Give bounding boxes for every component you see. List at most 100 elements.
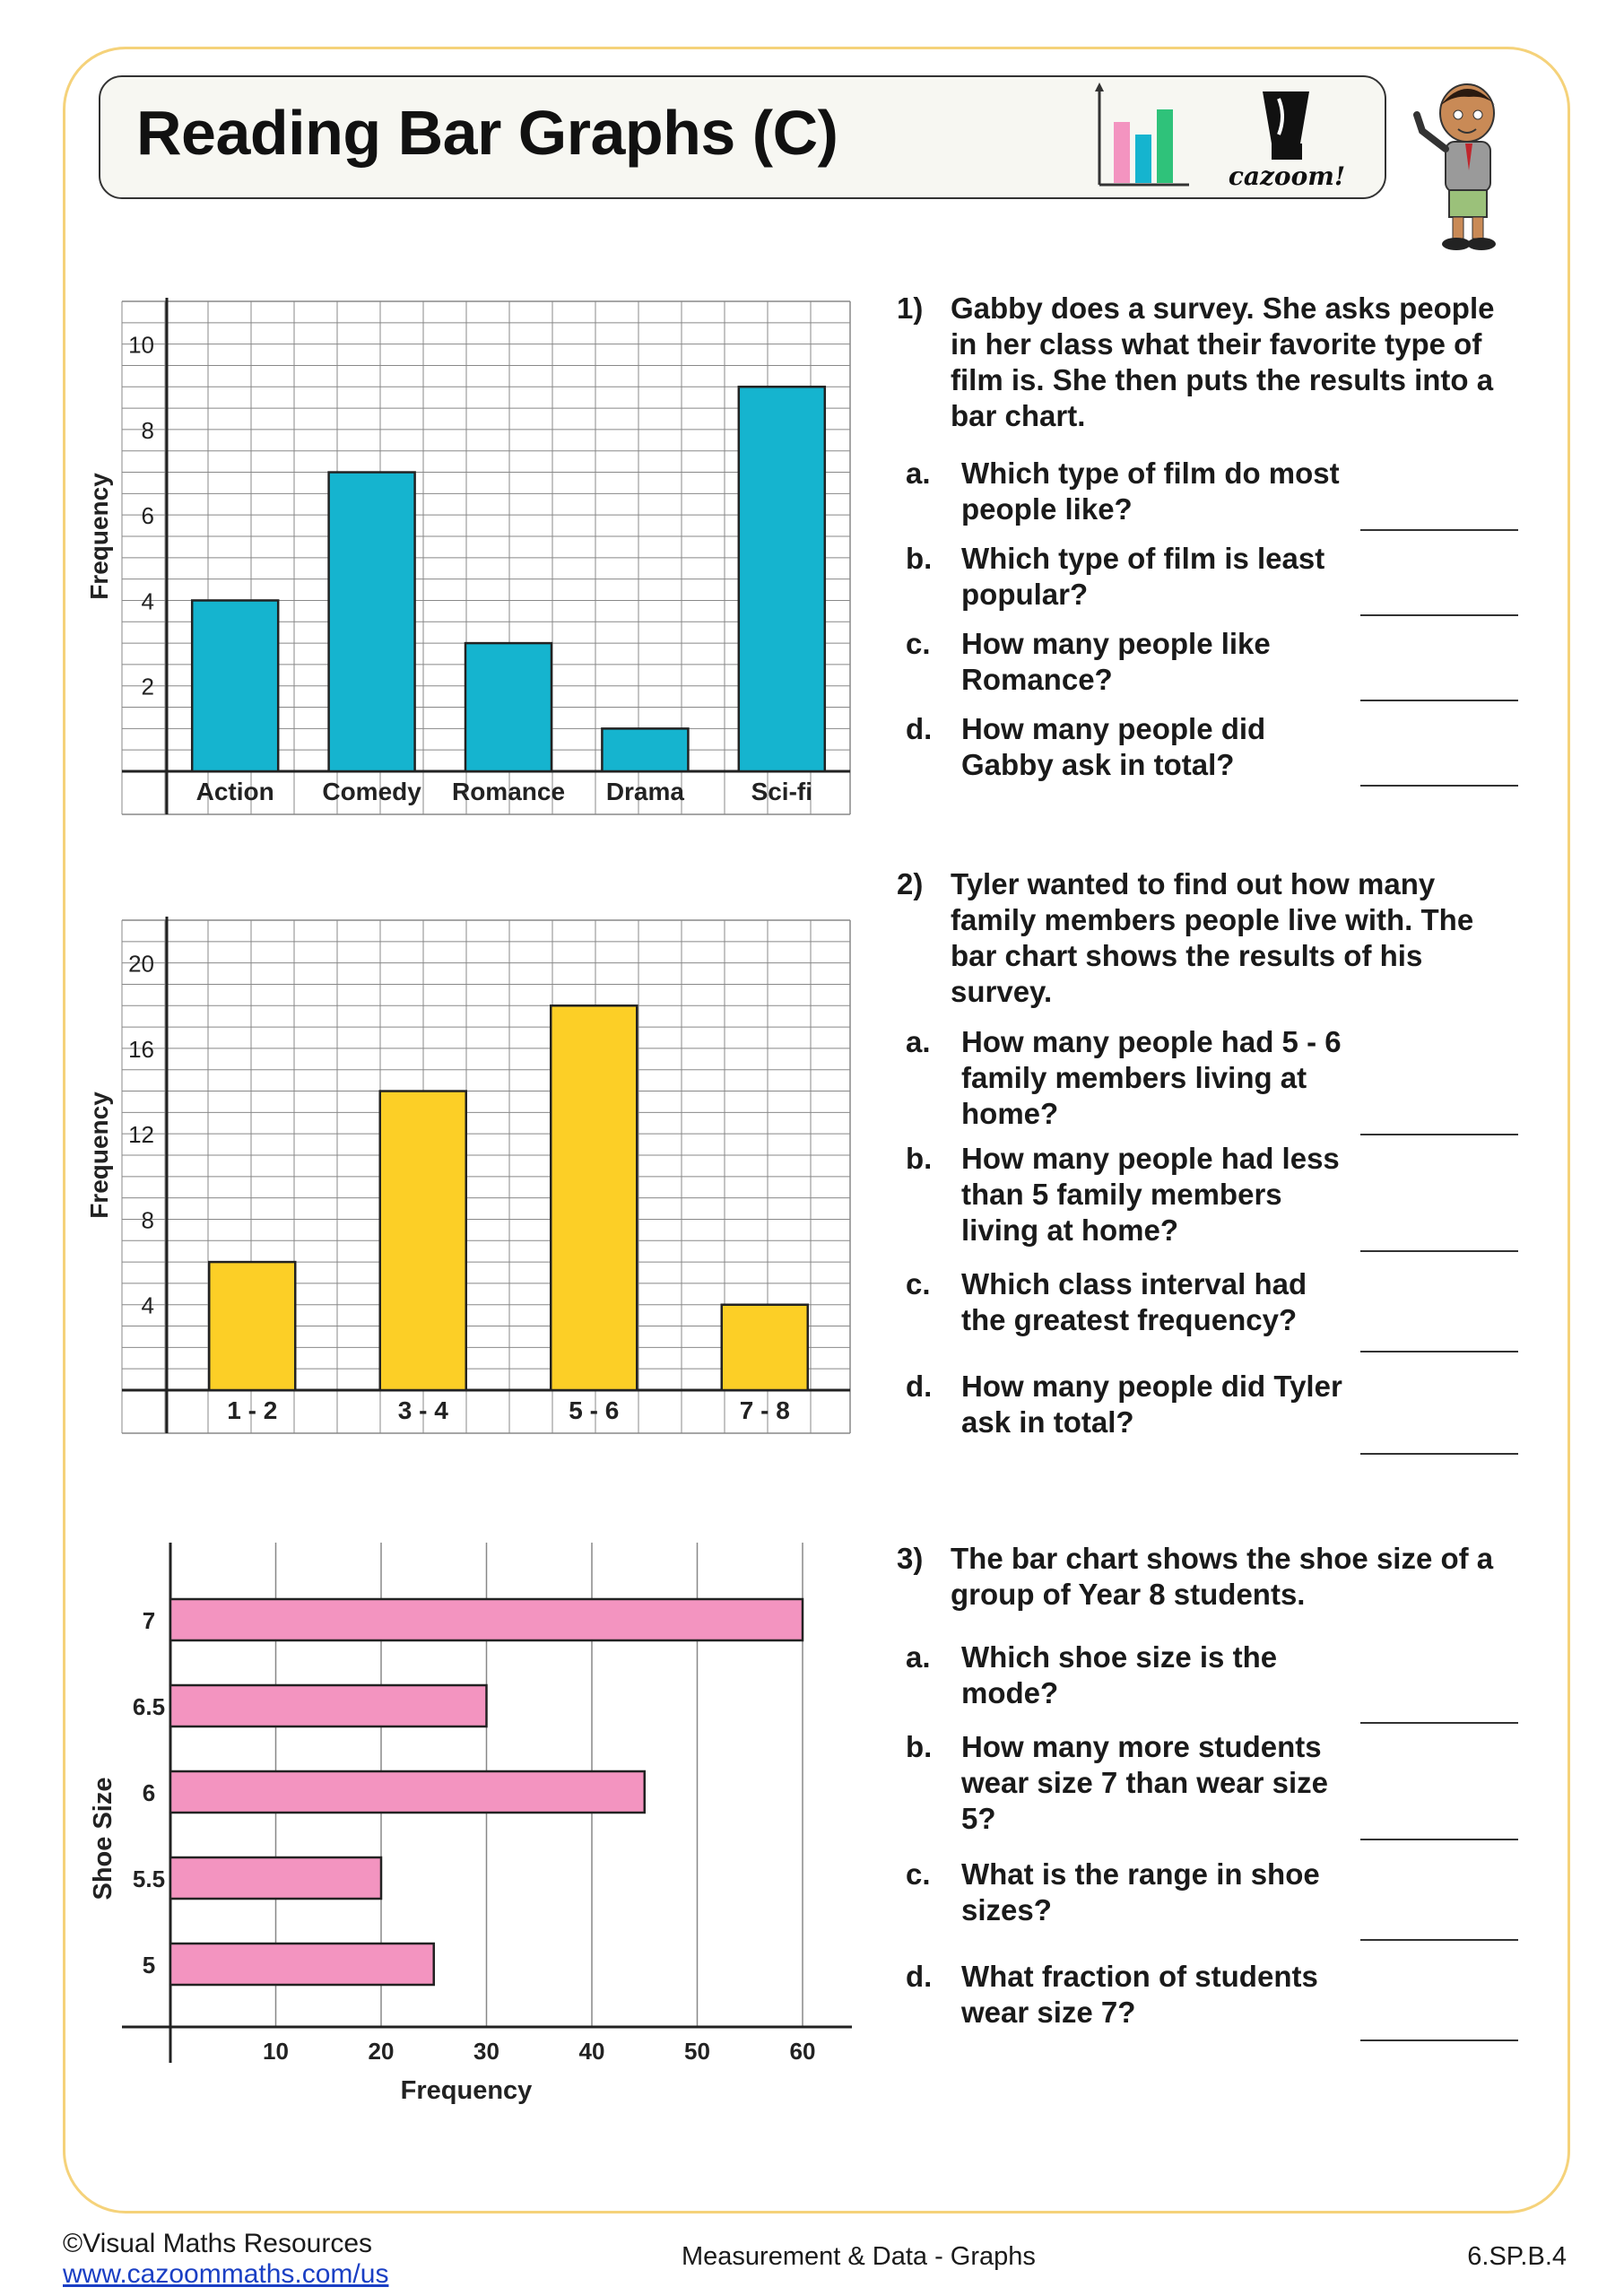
footer-standard-code: 6.SP.B.4: [1467, 2242, 1567, 2271]
part-text: What is the range in shoe sizes?: [961, 1857, 1320, 1926]
part-text: Which class interval had the greatest fr…: [961, 1267, 1307, 1336]
bar: [550, 1004, 638, 1392]
part-letter: a.: [906, 1025, 931, 1058]
mascot-illustration: [1413, 83, 1496, 250]
page-border: [63, 47, 1570, 2213]
part-text: Which type of film is least popular?: [961, 542, 1325, 611]
shoe-size-bar-chart: 10 20 30 40 50 60 Frequency Shoe Size 5 5.5 6 6.5 7: [89, 1543, 852, 2105]
category-label: 3 - 4: [398, 1396, 448, 1424]
y-tick-label: 12: [128, 1121, 154, 1148]
answer-line-1b[interactable]: [1360, 614, 1518, 616]
category-label: 5: [143, 1952, 155, 1979]
y-tick-label: 20: [128, 951, 154, 978]
bar: [378, 1090, 467, 1392]
part-letter: c.: [906, 627, 931, 660]
x-tick-label: 30: [473, 2038, 499, 2065]
part-letter: c.: [906, 1267, 931, 1300]
question-text: Gabby does a survey. She asks people in …: [951, 291, 1495, 432]
family-bar-chart: 4 8 12 16 20 Frequency 1 - 2 3 - 4 5 - 6 7 - 8: [85, 917, 851, 1434]
part-letter: a.: [906, 1640, 931, 1674]
part-letter: d.: [906, 1370, 933, 1403]
x-tick-label: 20: [369, 2038, 395, 2065]
y-tick-label: 8: [142, 1206, 154, 1233]
question-text: The bar chart shows the shoe size of a g…: [951, 1542, 1494, 1611]
part-text: What fraction of students wear size 7?: [961, 1960, 1318, 2029]
answer-line-2c[interactable]: [1360, 1351, 1518, 1352]
x-axis-label: Frequency: [401, 2076, 533, 2105]
part-text: How many people did Gabby ask in total?: [961, 712, 1266, 781]
part-letter: a.: [906, 457, 931, 490]
category-label: 1 - 2: [227, 1396, 277, 1424]
answer-line-3c[interactable]: [1360, 1939, 1518, 1941]
bar: [601, 727, 690, 773]
y-tick-label: 2: [142, 674, 154, 700]
answer-line-3b[interactable]: [1360, 1839, 1518, 1840]
bar: [208, 1260, 297, 1392]
footer-url-link[interactable]: www.cazoommaths.com/us: [63, 2259, 389, 2289]
footer-subject: Measurement & Data - Graphs: [682, 2242, 1036, 2271]
answer-line-2d[interactable]: [1360, 1453, 1518, 1455]
x-tick-label: 50: [684, 2038, 710, 2065]
question-number: 3): [897, 1542, 924, 1575]
y-tick-label: 4: [142, 1292, 154, 1319]
x-tick-label: 40: [579, 2038, 605, 2065]
part-letter: c.: [906, 1857, 931, 1891]
question-text: Tyler wanted to find out how many family…: [951, 867, 1474, 1008]
bar: [190, 599, 280, 773]
part-letter: b.: [906, 1730, 933, 1763]
question-number: 1): [897, 291, 924, 325]
bar-chart-logo-icon: [1095, 83, 1189, 187]
bar: [169, 1683, 488, 1728]
category-label: Comedy: [322, 778, 421, 805]
part-text: Which type of film do most people like?: [961, 457, 1340, 526]
cazoom-logo: cazoom!: [1229, 91, 1345, 191]
category-label: 5.5: [133, 1866, 165, 1892]
part-text: How many people had 5 - 6 family members…: [961, 1025, 1342, 1130]
part-text: How many people had less than 5 family m…: [961, 1142, 1340, 1247]
question-number: 2): [897, 867, 924, 900]
x-tick-label: 10: [263, 2038, 289, 2065]
y-axis-label: Frequency: [85, 1091, 113, 1219]
bar: [169, 1597, 804, 1642]
part-text: How many people did Tyler ask in total?: [961, 1370, 1342, 1439]
answer-line-3a[interactable]: [1360, 1722, 1518, 1724]
bar: [737, 386, 827, 773]
part-letter: b.: [906, 542, 933, 575]
part-letter: d.: [906, 1960, 933, 1993]
bar: [464, 641, 553, 773]
category-label: 6.5: [133, 1693, 165, 1720]
part-letter: b.: [906, 1142, 933, 1175]
x-tick-label: 60: [790, 2038, 816, 2065]
answer-line-1c[interactable]: [1360, 700, 1518, 701]
cazoom-logo-text: cazoom!: [1229, 161, 1345, 191]
y-tick-label: 6: [142, 502, 154, 529]
bar: [327, 471, 416, 773]
answer-line-3d[interactable]: [1360, 2039, 1518, 2041]
category-label: 5 - 6: [569, 1396, 619, 1424]
category-label: Romance: [452, 778, 565, 805]
answer-line-1d[interactable]: [1360, 785, 1518, 787]
y-axis-label: Frequency: [85, 473, 113, 600]
y-axis-label: Shoe Size: [89, 1778, 117, 1900]
answer-line-1a[interactable]: [1360, 529, 1518, 531]
y-tick-label: 10: [128, 332, 154, 359]
category-label: Drama: [606, 778, 685, 805]
part-letter: d.: [906, 712, 933, 745]
part-text: How many people like Romance?: [961, 627, 1271, 696]
y-tick-label: 4: [142, 587, 154, 614]
bar: [169, 1856, 383, 1900]
answer-line-2b[interactable]: [1360, 1250, 1518, 1252]
category-label: Action: [196, 778, 274, 805]
category-label: Sci-fi: [751, 778, 812, 805]
category-label: 7: [143, 1607, 155, 1634]
bar: [169, 1942, 435, 1987]
bar: [169, 1770, 646, 1814]
footer-copyright: ©Visual Maths Resources: [63, 2229, 373, 2258]
y-tick-label: 16: [128, 1036, 154, 1063]
page-title: Reading Bar Graphs (C): [136, 98, 838, 168]
part-text: How many more students wear size 7 than …: [961, 1730, 1329, 1835]
film-bar-chart: 2 4 6 8 10 Frequency Action Comedy Romance Drama S…: [85, 298, 851, 815]
part-text: Which shoe size is the mode?: [961, 1640, 1278, 1709]
category-label: 6: [143, 1779, 155, 1806]
answer-line-2a[interactable]: [1360, 1134, 1518, 1135]
